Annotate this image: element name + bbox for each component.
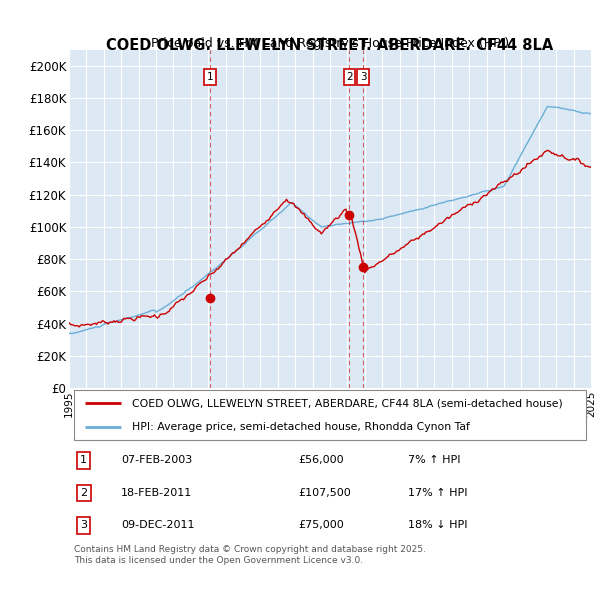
Text: 2: 2: [346, 72, 353, 82]
Text: 2: 2: [80, 488, 87, 498]
Text: £107,500: £107,500: [299, 488, 352, 498]
Text: £56,000: £56,000: [299, 455, 344, 466]
Text: 7% ↑ HPI: 7% ↑ HPI: [409, 455, 461, 466]
Text: £75,000: £75,000: [299, 520, 344, 530]
Text: 3: 3: [360, 72, 367, 82]
Text: COED OLWG, LLEWELYN STREET, ABERDARE, CF44 8LA: COED OLWG, LLEWELYN STREET, ABERDARE, CF…: [106, 38, 554, 53]
Text: 3: 3: [80, 520, 87, 530]
Text: 07-FEB-2003: 07-FEB-2003: [121, 455, 193, 466]
Text: HPI: Average price, semi-detached house, Rhondda Cynon Taf: HPI: Average price, semi-detached house,…: [131, 422, 470, 432]
Text: 18% ↓ HPI: 18% ↓ HPI: [409, 520, 468, 530]
Text: 18-FEB-2011: 18-FEB-2011: [121, 488, 193, 498]
Text: Contains HM Land Registry data © Crown copyright and database right 2025.
This d: Contains HM Land Registry data © Crown c…: [74, 545, 426, 565]
Text: 17% ↑ HPI: 17% ↑ HPI: [409, 488, 468, 498]
Text: 1: 1: [80, 455, 87, 466]
Text: Price paid vs. HM Land Registry's House Price Index (HPI): Price paid vs. HM Land Registry's House …: [151, 37, 509, 50]
FancyBboxPatch shape: [74, 390, 586, 440]
Text: 09-DEC-2011: 09-DEC-2011: [121, 520, 194, 530]
Text: 1: 1: [206, 72, 213, 82]
Text: COED OLWG, LLEWELYN STREET, ABERDARE, CF44 8LA (semi-detached house): COED OLWG, LLEWELYN STREET, ABERDARE, CF…: [131, 398, 562, 408]
